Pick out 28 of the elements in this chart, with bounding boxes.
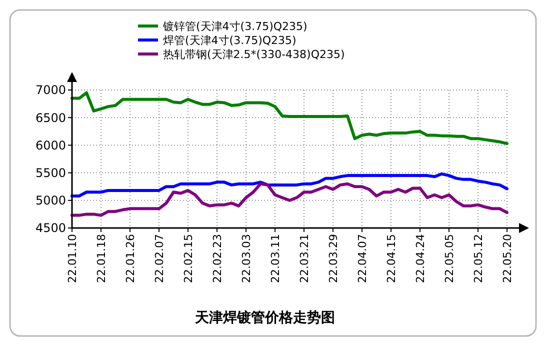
text: 天津焊镀管价格走势图 bbox=[194, 309, 335, 326]
y-tick-label: 5500 bbox=[35, 166, 66, 180]
legend-label: 镀锌管(天津4寸(3.75)Q235) bbox=[162, 20, 308, 33]
line-series bbox=[70, 182, 508, 217]
legend-label: 焊管(天津4寸(3.75)Q235) bbox=[163, 34, 296, 47]
y-tick-label: 7000 bbox=[35, 83, 66, 98]
x-tick-label: 22.03.21 bbox=[298, 234, 311, 283]
y-tick-label: 6000 bbox=[35, 138, 66, 152]
x-tick-label: 22.01.18 bbox=[94, 234, 108, 283]
x-tick-label: 22.02.07 bbox=[152, 234, 166, 283]
x-tick-label: 22.03.11 bbox=[268, 234, 282, 283]
x-tick-label: 22.03.29 bbox=[326, 234, 340, 283]
y-tick-label: 6500 bbox=[35, 110, 66, 125]
x-tick-label: 22.03.03 bbox=[240, 234, 253, 283]
line-series bbox=[70, 172, 508, 198]
x-tick-label: 22.05.05 bbox=[442, 234, 456, 283]
x-tick-label: 22.04.07 bbox=[356, 234, 369, 283]
legend-label: 热轧带钢(天津2.5*(330-438)Q235) bbox=[163, 48, 345, 61]
x-tick-label: 22.02.23 bbox=[210, 234, 224, 283]
x-tick-label: 22.01.10 bbox=[66, 234, 79, 283]
y-tick-label: 4500 bbox=[35, 221, 66, 236]
x-tick-label: 22.05.20 bbox=[500, 234, 514, 283]
y-tick-label: 5000 bbox=[35, 194, 66, 208]
x-tick-label: 22.04.15 bbox=[384, 234, 398, 283]
x-tick-label: 22.01.26 bbox=[124, 234, 137, 283]
x-tick-label: 22.02.15 bbox=[182, 234, 195, 283]
x-tick-label: 22.05.12 bbox=[472, 234, 485, 283]
x-tick-label: 22.04.24 bbox=[414, 234, 427, 283]
